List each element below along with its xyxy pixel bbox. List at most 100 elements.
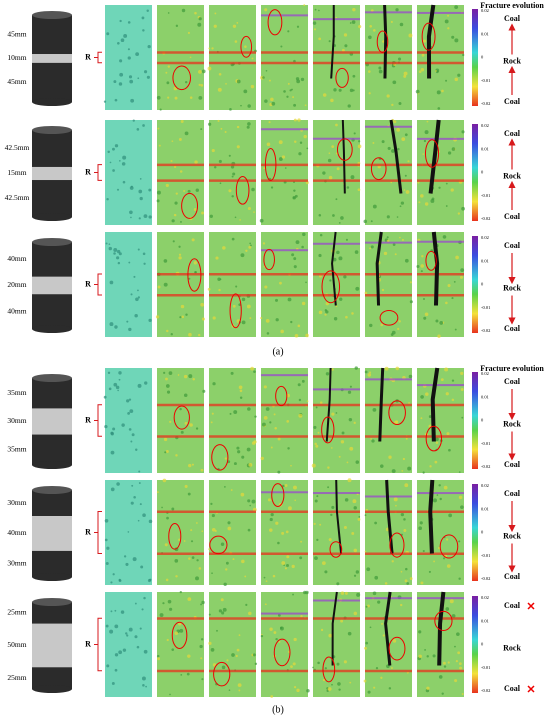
speckle: [403, 518, 406, 521]
speckle: [458, 495, 463, 500]
speckle: [320, 628, 324, 632]
speckle: [126, 320, 129, 323]
fracture: [330, 4, 335, 79]
speckle: [216, 629, 218, 632]
dic-image: [105, 120, 152, 225]
speckle: [114, 624, 119, 629]
speckle: [346, 186, 350, 189]
speckle: [178, 622, 182, 626]
speckle: [294, 499, 297, 502]
dic-image: [417, 5, 464, 110]
speckle: [163, 371, 166, 374]
strain-band: [209, 669, 256, 673]
speckle: [149, 578, 152, 582]
strain-band: [261, 163, 308, 167]
speckle: [228, 154, 231, 157]
colorbar-tick-label: -0.01: [481, 441, 490, 446]
speckle: [128, 261, 131, 264]
speckle: [270, 513, 274, 517]
strain-band: [209, 552, 256, 555]
highlight-ellipse: [336, 138, 353, 161]
strain-band: [209, 163, 256, 167]
highlight-ellipse: [376, 30, 389, 53]
speckle: [287, 506, 292, 511]
fracture: [335, 479, 343, 554]
speckle: [459, 275, 463, 279]
speckle: [397, 147, 400, 151]
speckle: [355, 460, 360, 464]
dic-image: [417, 480, 464, 585]
speckle: [108, 246, 113, 251]
speckle: [105, 242, 108, 245]
speckle: [249, 504, 252, 507]
speckle: [130, 216, 132, 219]
speckle: [347, 631, 352, 636]
speckle: [109, 280, 114, 285]
speckle: [231, 653, 235, 657]
cylinder-segment: [32, 550, 72, 577]
highlight-ellipse: [209, 535, 228, 555]
highlight-ellipse: [321, 416, 335, 444]
speckle: [143, 596, 146, 600]
speckle: [229, 412, 232, 415]
speckle: [314, 442, 317, 446]
speckle: [405, 567, 408, 571]
speckle: [210, 421, 213, 424]
speckle: [114, 668, 118, 672]
layer-label: Coal: [504, 97, 521, 106]
strain-band: [313, 388, 360, 391]
speckle: [314, 556, 318, 561]
speckle: [163, 259, 168, 263]
cylinder-bottom: [32, 213, 72, 221]
speckle: [263, 576, 266, 579]
speckle: [163, 437, 168, 442]
speckle: [291, 88, 293, 91]
speckle: [115, 385, 120, 390]
speckle: [370, 220, 373, 223]
speckle: [247, 499, 251, 503]
speckle: [335, 123, 338, 127]
speckle: [383, 251, 388, 256]
speckle: [408, 402, 410, 404]
speckle: [283, 90, 286, 93]
speckle: [137, 289, 139, 292]
speckle: [380, 464, 384, 468]
speckle: [289, 89, 292, 92]
speckle: [268, 79, 271, 82]
speckle: [305, 333, 309, 338]
speckle: [128, 398, 132, 401]
speckle: [386, 94, 390, 98]
speckle: [268, 121, 271, 124]
fracture: [431, 231, 440, 306]
layer-label: Coal: [504, 241, 521, 250]
strain-band: [417, 510, 464, 513]
speckle: [238, 634, 241, 637]
speckle: [353, 548, 358, 553]
speckle: [211, 148, 215, 153]
speckle: [347, 390, 352, 394]
highlight-ellipse: [370, 157, 387, 181]
speckle: [165, 384, 170, 388]
highlight-ellipse: [389, 532, 405, 558]
dimension-label: 40mm: [7, 528, 26, 537]
speckle: [162, 478, 167, 483]
speckle: [167, 65, 171, 68]
speckle: [391, 330, 396, 335]
speckle: [327, 486, 330, 489]
speckle: [418, 201, 421, 204]
speckle: [246, 447, 251, 452]
speckle: [317, 661, 320, 665]
speckle: [351, 312, 354, 315]
speckle: [200, 84, 204, 87]
speckle: [380, 676, 383, 679]
speckle: [454, 5, 459, 10]
speckle: [458, 540, 461, 543]
colorbar-tick-label: 0.02: [481, 371, 489, 376]
speckle: [399, 205, 402, 208]
speckle: [435, 319, 439, 323]
speckle: [107, 150, 110, 154]
speckle: [272, 574, 276, 578]
speckle: [457, 212, 461, 215]
speckle: [366, 567, 371, 572]
strain-band: [261, 552, 308, 555]
